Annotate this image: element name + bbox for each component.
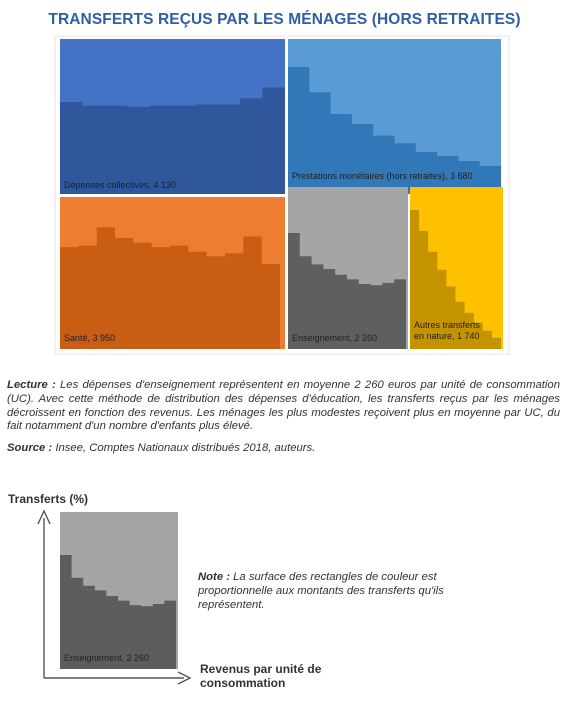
y-axis-arrow: [37, 509, 51, 525]
reading-text: Les dépenses d'enseignement représentent…: [7, 379, 560, 433]
treemap-chart: Dépenses collectives, 4 130 Prestations m…: [54, 35, 510, 355]
treemap-cell-label-line: Enseignement, 2 260: [292, 333, 377, 343]
treemap-cell-area: [60, 87, 285, 194]
treemap-cell-sante: Santé, 3 950: [60, 197, 285, 349]
treemap-cell-prestations-monetaires-hors-retraites: Prestations monétaires (hors retraites),…: [288, 39, 501, 194]
caption-source: Source : Insee, Comptes Nationaux distri…: [7, 442, 560, 456]
treemap-cell-label-line: Dépenses collectives, 4 130: [64, 180, 176, 190]
treemap-cell-label: Autres transferts en nature, 1 740: [414, 320, 481, 341]
treemap-cell-autres-transferts-en-nature: Autres transferts en nature, 1 740: [410, 187, 503, 349]
example-series-label: Enseignement, 2 260: [64, 653, 149, 663]
treemap-cell-enseignement: Enseignement, 2 260: [288, 187, 408, 349]
treemap-cell-label-line: Autres transferts: [414, 320, 481, 330]
treemap-cell-label: Prestations monétaires (hors retraites),…: [292, 171, 473, 181]
source-label: Source :: [7, 442, 53, 454]
treemap-cell-area: [60, 227, 280, 349]
x-axis-arrow: [177, 671, 192, 685]
treemap-cell-label: Dépenses collectives, 4 130: [64, 180, 176, 190]
note-text: La surface des rectangles de couleur est…: [198, 571, 444, 611]
treemap-cell-label-line: Prestations monétaires (hors retraites),…: [292, 171, 473, 181]
source-text: Insee, Comptes Nationaux distribués 2018…: [52, 442, 316, 454]
treemap-cell-label: Enseignement, 2 260: [292, 333, 377, 343]
example-y-axis-label: Transferts (%): [8, 492, 89, 506]
treemap-cell-depenses-collectives: Dépenses collectives, 4 130: [60, 39, 285, 194]
example-x-axis-label: Revenus par unité de consommation: [200, 662, 322, 690]
treemap-cell-label-line: en nature, 1 740: [414, 331, 480, 341]
treemap-cell-label: Santé, 3 950: [64, 333, 115, 343]
treemap-cell-area: [288, 67, 501, 194]
example-area: [60, 555, 176, 669]
note-label: Note :: [198, 571, 231, 583]
reading-label: Lecture :: [7, 379, 56, 391]
note: Note : La surface des rectangles de coul…: [198, 571, 448, 612]
treemap-cell-area: [410, 210, 501, 349]
caption-reading: Lecture : Les dépenses d'enseignement re…: [7, 379, 560, 434]
treemap-cell-label-line: Santé, 3 950: [64, 333, 115, 343]
treemap-cell-area: [288, 233, 406, 349]
chart-title: TRANSFERTS REÇUS PAR LES MÉNAGES (HORS R…: [48, 11, 521, 28]
